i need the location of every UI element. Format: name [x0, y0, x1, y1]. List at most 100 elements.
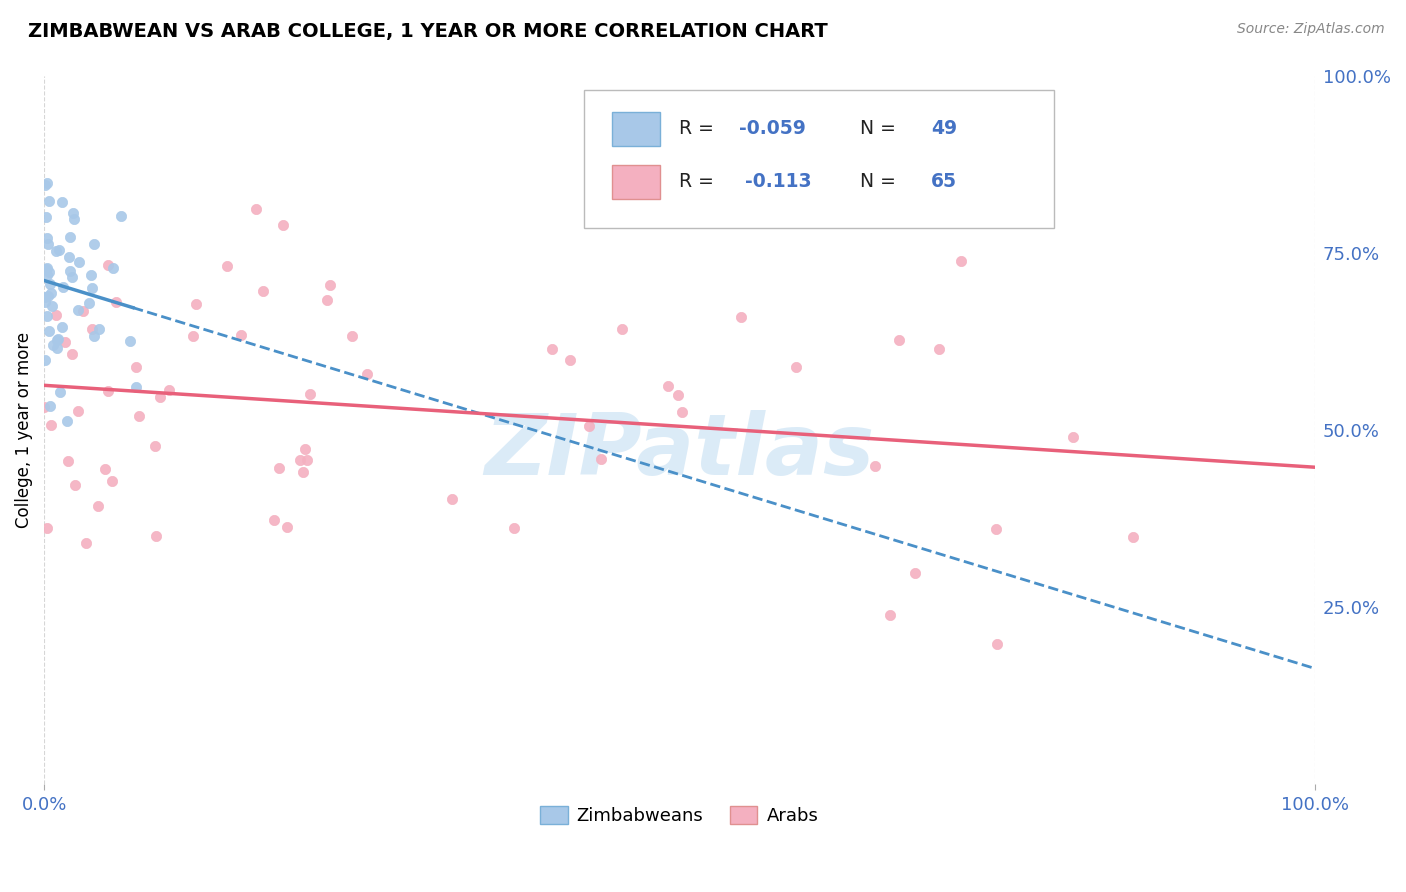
Point	[124, 359, 146, 374]
Point	[340, 329, 363, 343]
Point	[35, 309, 58, 323]
Point	[785, 360, 807, 375]
Point	[928, 342, 950, 356]
Point	[66, 404, 89, 418]
Point	[110, 209, 132, 223]
Y-axis label: College, 1 year or more: College, 1 year or more	[15, 332, 32, 528]
Point	[591, 452, 613, 467]
Point	[46, 332, 69, 346]
Point	[865, 459, 887, 474]
Point	[657, 379, 679, 393]
Point	[35, 210, 58, 224]
Text: N =: N =	[848, 172, 903, 192]
Point	[984, 522, 1007, 536]
Point	[87, 321, 110, 335]
Point	[263, 513, 285, 527]
Point	[72, 304, 94, 318]
Text: 49: 49	[931, 120, 957, 138]
Text: N =: N =	[848, 120, 903, 138]
Point	[60, 269, 83, 284]
Point	[35, 231, 58, 245]
Point	[34, 400, 56, 414]
Point	[950, 254, 973, 268]
Point	[143, 439, 166, 453]
Point	[318, 278, 340, 293]
Point	[46, 333, 69, 347]
Point	[245, 202, 267, 216]
Point	[503, 521, 526, 535]
Text: 65: 65	[931, 172, 957, 192]
Point	[37, 268, 59, 282]
Point	[149, 390, 172, 404]
Point	[39, 285, 62, 300]
Point	[86, 499, 108, 513]
Point	[35, 521, 58, 535]
Point	[51, 320, 73, 334]
Point	[252, 284, 274, 298]
Point	[104, 295, 127, 310]
Point	[276, 520, 298, 534]
Point	[904, 566, 927, 580]
Point	[294, 442, 316, 457]
Point	[75, 536, 97, 550]
Point	[80, 281, 103, 295]
Point	[38, 194, 60, 209]
Point	[125, 380, 148, 394]
Text: -0.113: -0.113	[745, 172, 813, 192]
Point	[128, 409, 150, 423]
Point	[730, 310, 752, 324]
FancyBboxPatch shape	[583, 90, 1054, 228]
Point	[39, 399, 62, 413]
Point	[288, 453, 311, 467]
Point	[879, 607, 901, 622]
Point	[157, 383, 180, 397]
Point	[291, 465, 314, 479]
Text: ZIMBABWEAN VS ARAB COLLEGE, 1 YEAR OR MORE CORRELATION CHART: ZIMBABWEAN VS ARAB COLLEGE, 1 YEAR OR MO…	[28, 22, 828, 41]
Point	[101, 474, 124, 488]
Point	[229, 328, 252, 343]
Point	[46, 341, 69, 355]
Point	[67, 255, 90, 269]
Point	[77, 295, 100, 310]
Point	[356, 367, 378, 381]
Point	[80, 268, 103, 283]
Point	[80, 322, 103, 336]
Point	[103, 261, 125, 276]
Text: -0.059: -0.059	[740, 120, 806, 138]
Point	[37, 237, 59, 252]
Point	[51, 194, 73, 209]
Point	[59, 229, 82, 244]
Point	[83, 328, 105, 343]
Point	[181, 329, 204, 343]
Point	[45, 308, 67, 322]
Point	[1062, 430, 1084, 444]
Point	[186, 297, 208, 311]
Point	[63, 212, 86, 227]
Point	[34, 352, 56, 367]
Point	[34, 290, 56, 304]
Point	[315, 293, 337, 307]
Point	[666, 388, 689, 402]
Bar	[612, 165, 661, 199]
Text: R =: R =	[679, 172, 727, 192]
Point	[120, 334, 142, 348]
Point	[66, 303, 89, 318]
Point	[986, 637, 1008, 651]
Point	[541, 342, 564, 356]
Point	[35, 262, 58, 277]
Point	[271, 218, 294, 232]
Point	[35, 177, 58, 191]
Point	[441, 491, 464, 506]
Point	[578, 418, 600, 433]
Point	[37, 260, 59, 275]
Point	[60, 347, 83, 361]
Point	[56, 414, 79, 428]
Point	[55, 334, 77, 349]
Point	[34, 178, 56, 193]
Point	[1122, 531, 1144, 545]
Point	[59, 264, 82, 278]
Point	[38, 265, 60, 279]
Point	[97, 384, 120, 398]
Point	[58, 250, 80, 264]
Point	[217, 260, 239, 274]
